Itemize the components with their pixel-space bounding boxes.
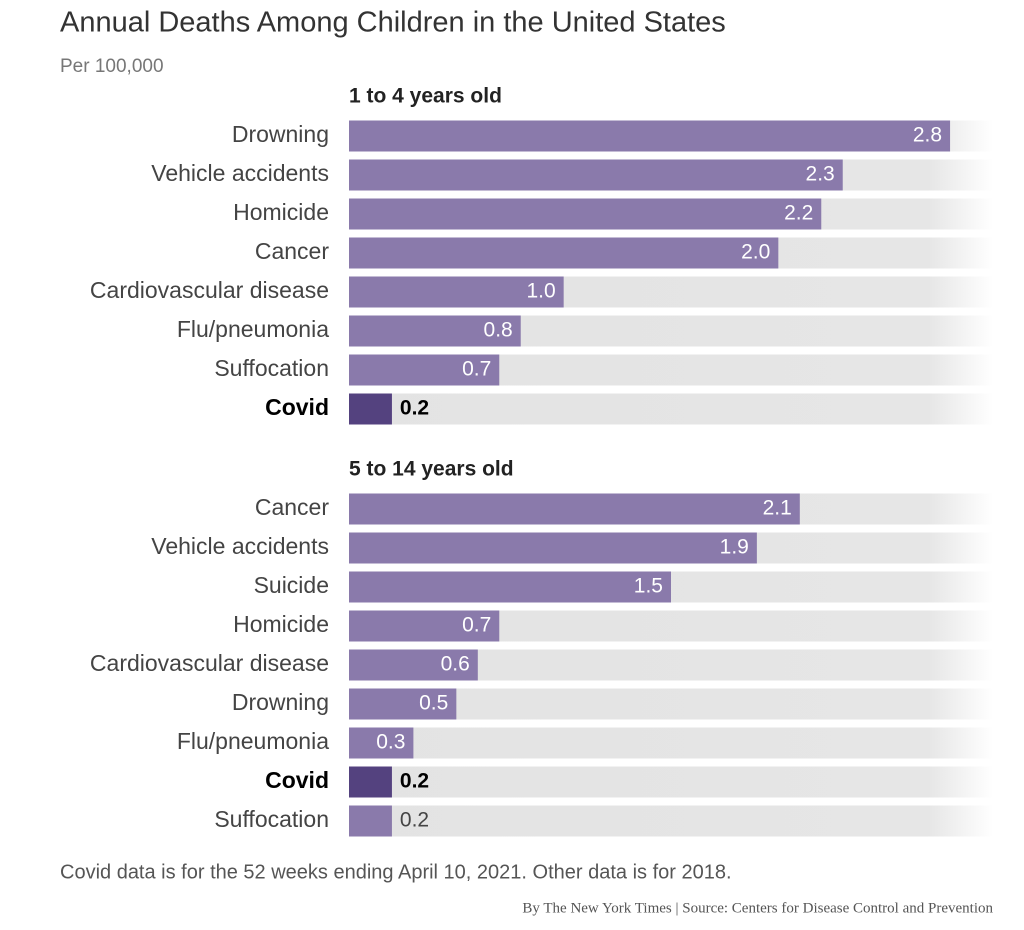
panel-title: 1 to 4 years old (349, 85, 502, 108)
bar (349, 237, 779, 269)
bar (349, 354, 500, 386)
bar (349, 532, 757, 564)
value-label: 0.2 (400, 770, 429, 793)
bar (349, 276, 564, 308)
value-label: 0.2 (400, 397, 429, 420)
bar (349, 571, 671, 603)
y-tick-label: Suicide (254, 572, 329, 598)
y-tick-label: Homicide (233, 611, 329, 637)
value-label: 1.5 (634, 575, 663, 598)
note: Covid data is for the 52 weeks ending Ap… (60, 861, 732, 883)
y-tick-label: Homicide (233, 199, 329, 225)
bar (349, 766, 392, 798)
bar (349, 493, 800, 525)
bar (349, 727, 414, 759)
y-tick-label: Flu/pneumonia (177, 316, 329, 342)
value-label: 1.9 (720, 536, 749, 559)
bar (349, 688, 457, 720)
y-tick-label: Vehicle accidents (151, 160, 329, 186)
y-tick-label: Flu/pneumonia (177, 728, 329, 754)
value-label: 0.3 (376, 731, 405, 754)
y-tick-label: Vehicle accidents (151, 533, 329, 559)
track (349, 805, 993, 837)
y-tick-label: Cancer (255, 238, 329, 264)
source: By The New York Times | Source: Centers … (522, 900, 993, 916)
bar (349, 610, 500, 642)
subtitle: Per 100,000 (60, 56, 164, 77)
panel-title: 5 to 14 years old (349, 458, 514, 481)
y-tick-label: Cardiovascular disease (90, 650, 329, 676)
track (349, 393, 993, 425)
value-label: 1.0 (526, 280, 555, 303)
value-label: 0.8 (484, 319, 513, 342)
value-label: 0.5 (419, 692, 448, 715)
bar (349, 393, 392, 425)
value-label: 2.3 (806, 163, 835, 186)
value-label: 2.2 (784, 202, 813, 225)
track (349, 727, 993, 759)
bar (349, 198, 822, 230)
bar (349, 805, 392, 837)
y-tick-label: Covid (265, 394, 329, 420)
value-label: 2.1 (763, 497, 792, 520)
track (349, 766, 993, 798)
bar (349, 120, 951, 152)
bar (349, 315, 521, 347)
y-tick-label: Suffocation (214, 806, 329, 832)
value-label: 0.7 (462, 358, 491, 381)
chart-title: Annual Deaths Among Children in the Unit… (60, 7, 726, 39)
value-label: 2.8 (913, 124, 942, 147)
value-label: 2.0 (741, 241, 770, 264)
y-tick-label: Covid (265, 767, 329, 793)
y-tick-label: Cancer (255, 494, 329, 520)
value-label: 0.7 (462, 614, 491, 637)
bar (349, 159, 843, 191)
value-label: 0.2 (400, 809, 429, 832)
y-tick-label: Drowning (232, 121, 329, 147)
value-label: 0.6 (441, 653, 470, 676)
y-tick-label: Suffocation (214, 355, 329, 381)
y-tick-label: Cardiovascular disease (90, 277, 329, 303)
bar (349, 649, 478, 681)
y-tick-label: Drowning (232, 689, 329, 715)
